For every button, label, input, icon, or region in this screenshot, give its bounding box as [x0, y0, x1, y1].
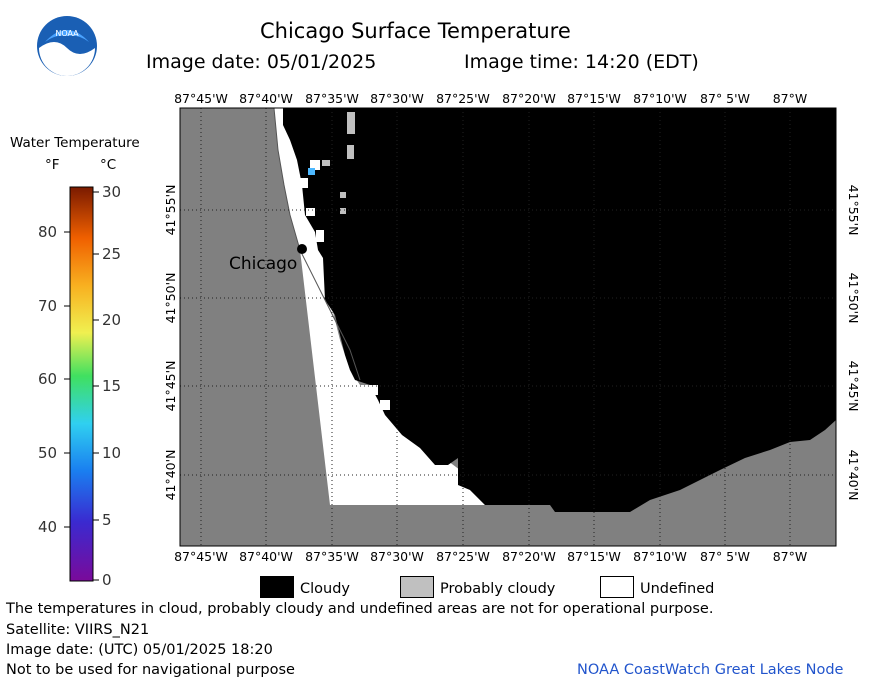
- map-frame: [179, 107, 837, 547]
- noaa-logo-text: NOAA: [55, 29, 79, 38]
- probably-cloudy-label: Probably cloudy: [440, 581, 556, 597]
- lon-label-top: 87°35'W: [305, 91, 359, 106]
- c-tick: 30: [102, 183, 121, 201]
- water-pixel: [308, 168, 315, 175]
- undefined-area: [274, 108, 485, 505]
- c-tick: 20: [102, 311, 121, 329]
- footer-utc-date: Image date: (UTC) 05/01/2025 18:20: [6, 642, 273, 658]
- lon-label-bottom: 87° 5'W: [700, 549, 750, 564]
- lon-label-bottom: 87°30'W: [370, 549, 424, 564]
- lon-label-bottom: 87°35'W: [305, 549, 359, 564]
- lon-label-bottom: 87°45'W: [174, 549, 228, 564]
- probably-cloudy-patches: [322, 112, 355, 214]
- legend-title: Water Temperature: [10, 135, 140, 151]
- probably-cloudy-swatch: [400, 576, 434, 598]
- image-time: Image time: 14:20 (EDT): [464, 51, 699, 73]
- c-tick: 10: [102, 444, 121, 462]
- lon-label-bottom: 87°10'W: [633, 549, 687, 564]
- lat-label-left: 41°50'N: [163, 273, 178, 324]
- lat-label-right: 41°55'N: [846, 185, 861, 236]
- lon-label-bottom: 87°20'W: [502, 549, 556, 564]
- temperature-colorbar: 80 70 60 50 40 30 25 20 15 10 5 0: [38, 183, 121, 589]
- lon-label-top: 87°45'W: [174, 91, 228, 106]
- f-tick: 80: [38, 223, 57, 241]
- lon-label-top: 87°40'W: [239, 91, 293, 106]
- lon-label-bottom: 87°15'W: [567, 549, 621, 564]
- chicago-marker: [297, 244, 307, 254]
- f-tick: 60: [38, 370, 57, 388]
- f-tick: 50: [38, 444, 57, 462]
- lat-label-right: 41°40'N: [846, 450, 861, 501]
- temperature-map: Chicago 87°45'W 87°40'W 87°35'W 87°30'W …: [163, 91, 861, 564]
- city-label: Chicago: [229, 254, 297, 274]
- lat-label-right: 41°45'N: [846, 361, 861, 412]
- c-tick: 0: [102, 571, 112, 589]
- legend-unit-f: °F: [45, 157, 60, 173]
- lon-label-top: 87°30'W: [370, 91, 424, 106]
- legend-unit-c: °C: [100, 157, 117, 173]
- lon-label-top: 87°25'W: [436, 91, 490, 106]
- lat-label-left: 41°40'N: [163, 450, 178, 501]
- c-tick: 5: [102, 511, 112, 529]
- lon-label-top: 87°20'W: [502, 91, 556, 106]
- undefined-swatch: [600, 576, 634, 598]
- undefined-label: Undefined: [640, 581, 715, 597]
- lon-label-top: 87°10'W: [633, 91, 687, 106]
- lon-label-bottom: 87°40'W: [239, 549, 293, 564]
- lon-label-top: 87° 5'W: [700, 91, 750, 106]
- lon-label-bottom: 87°W: [773, 549, 808, 564]
- lat-label-left: 41°55'N: [163, 185, 178, 236]
- f-tick: 70: [38, 297, 57, 315]
- footer-note: The temperatures in cloud, probably clou…: [6, 601, 714, 617]
- lon-label-bottom: 87°25'W: [436, 549, 490, 564]
- c-tick: 25: [102, 245, 121, 263]
- cloud-area: [283, 108, 836, 512]
- lat-label-right: 41°50'N: [846, 273, 861, 324]
- undefined-gaps: [300, 160, 390, 410]
- graticule: [180, 108, 836, 546]
- f-tick: 40: [38, 518, 57, 536]
- lon-label-top: 87°15'W: [567, 91, 621, 106]
- cloudy-label: Cloudy: [300, 581, 350, 597]
- c-tick: 15: [102, 377, 121, 395]
- image-date: Image date: 05/01/2025: [146, 51, 377, 73]
- lat-label-left: 41°45'N: [163, 361, 178, 412]
- lon-label-top: 87°W: [773, 91, 808, 106]
- map-title: Chicago Surface Temperature: [260, 19, 571, 43]
- footer-credit: NOAA CoastWatch Great Lakes Node: [577, 662, 844, 678]
- footer-nav-warning: Not to be used for navigational purpose: [6, 662, 295, 678]
- footer-satellite: Satellite: VIIRS_N21: [6, 622, 150, 638]
- cloudy-swatch: [260, 576, 294, 598]
- noaa-logo: NOAA: [37, 16, 97, 76]
